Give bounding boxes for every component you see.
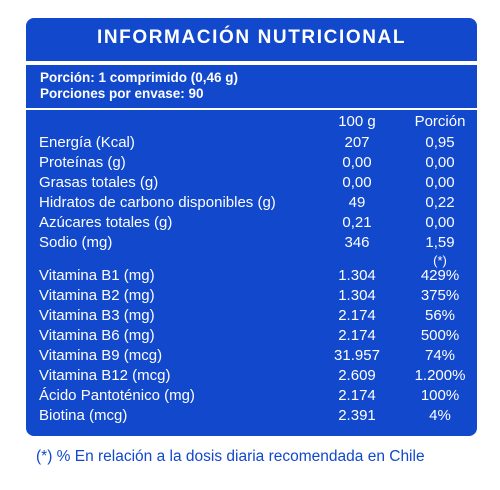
vitamin-row: Vitamina B1 (mg) 1.304 429% bbox=[26, 266, 477, 286]
footnote: (*) % En relación a la dosis diaria reco… bbox=[36, 448, 425, 465]
vitamin-name: Vitamina B6 (mg) bbox=[39, 327, 155, 344]
vitamin-value-portion: 500% bbox=[420, 327, 460, 344]
nutrient-value-100g: 0,00 bbox=[342, 174, 372, 191]
serving-info: Porción: 1 comprimido (0,46 g) Porciones… bbox=[40, 70, 238, 102]
portion-size: Porción: 1 comprimido (0,46 g) bbox=[40, 70, 239, 85]
vitamin-row: Biotina (mcg) 2.391 4% bbox=[26, 406, 477, 426]
nutrient-name: Proteínas (g) bbox=[39, 154, 126, 171]
vitamin-value-portion: 375% bbox=[420, 287, 460, 304]
vitamin-name: Vitamina B9 (mcg) bbox=[39, 347, 163, 364]
nutrient-name: Azúcares totales (g) bbox=[39, 214, 173, 231]
vitamin-value-100g: 2.174 bbox=[338, 327, 376, 344]
nutrient-name: Grasas totales (g) bbox=[39, 174, 159, 191]
title-bar: INFORMACIÓN NUTRICIONAL bbox=[26, 18, 477, 62]
nutrient-value-portion: 1,59 bbox=[425, 234, 455, 251]
vitamin-value-portion: 56% bbox=[424, 307, 456, 324]
vitamin-name: Ácido Pantoténico (mg) bbox=[39, 387, 195, 404]
column-header-portion: Porción bbox=[414, 113, 466, 130]
nutrient-value-portion: 0,22 bbox=[425, 194, 455, 211]
vitamin-name: Vitamina B2 (mg) bbox=[39, 287, 155, 304]
nutrient-value-portion: 0,00 bbox=[425, 174, 455, 191]
vitamin-name: Biotina (mcg) bbox=[39, 407, 128, 424]
nutrient-row: Proteínas (g) 0,00 0,00 bbox=[26, 153, 477, 173]
vitamin-value-portion: 429% bbox=[420, 267, 460, 284]
column-header-100g: 100 g bbox=[338, 113, 376, 130]
vitamin-value-100g: 2.174 bbox=[338, 387, 376, 404]
rda-marker-row: (*) bbox=[26, 251, 477, 271]
nutrient-name: Energía (Kcal) bbox=[39, 134, 135, 151]
nutrient-row: Azúcares totales (g) 0,21 0,00 bbox=[26, 213, 477, 233]
nutrient-name: Hidratos de carbono disponibles (g) bbox=[39, 194, 276, 211]
rda-marker: (*) bbox=[433, 253, 447, 268]
nutrient-value-100g: 0,00 bbox=[342, 154, 372, 171]
vitamin-name: Vitamina B1 (mg) bbox=[39, 267, 155, 284]
vitamin-name: Vitamina B3 (mg) bbox=[39, 307, 155, 324]
vitamin-value-100g: 1.304 bbox=[338, 267, 376, 284]
nutrient-value-100g: 49 bbox=[348, 194, 366, 211]
nutrient-value-portion: 0,00 bbox=[425, 214, 455, 231]
vitamin-row: Vitamina B9 (mcg) 31.957 74% bbox=[26, 346, 477, 366]
vitamin-value-100g: 2.174 bbox=[338, 307, 376, 324]
label-title: INFORMACIÓN NUTRICIONAL bbox=[96, 27, 407, 48]
nutrient-row: Grasas totales (g) 0,00 0,00 bbox=[26, 173, 477, 193]
serving-divider bbox=[26, 108, 477, 110]
nutrient-row: Sodio (mg) 346 1,59 bbox=[26, 233, 477, 253]
vitamin-value-100g: 1.304 bbox=[338, 287, 376, 304]
vitamin-value-portion: 4% bbox=[429, 407, 451, 424]
nutrient-value-100g: 346 bbox=[344, 234, 370, 251]
vitamin-value-100g: 2.391 bbox=[338, 407, 376, 424]
nutrient-value-100g: 0,21 bbox=[342, 214, 372, 231]
vitamin-row: Vitamina B3 (mg) 2.174 56% bbox=[26, 306, 477, 326]
nutrient-row: Hidratos de carbono disponibles (g) 49 0… bbox=[26, 193, 477, 213]
vitamin-row: Vitamina B6 (mg) 2.174 500% bbox=[26, 326, 477, 346]
vitamin-value-portion: 74% bbox=[424, 347, 456, 364]
nutrient-value-portion: 0,00 bbox=[425, 154, 455, 171]
portions-per-container: Porciones por envase: 90 bbox=[40, 86, 204, 101]
vitamin-value-100g: 2.609 bbox=[338, 367, 376, 384]
nutrient-row: Energía (Kcal) 207 0,95 bbox=[26, 133, 477, 153]
vitamin-row: Ácido Pantoténico (mg) 2.174 100% bbox=[26, 386, 477, 406]
nutrient-value-100g: 207 bbox=[344, 134, 370, 151]
column-headers: 100 g Porción bbox=[26, 112, 477, 132]
vitamin-row: Vitamina B12 (mcg) 2.609 1.200% bbox=[26, 366, 477, 386]
vitamin-row: Vitamina B2 (mg) 1.304 375% bbox=[26, 286, 477, 306]
vitamin-value-100g: 31.957 bbox=[334, 347, 380, 364]
nutrient-name: Sodio (mg) bbox=[39, 234, 113, 251]
nutrient-value-portion: 0,95 bbox=[425, 134, 455, 151]
vitamin-value-portion: 100% bbox=[420, 387, 460, 404]
vitamin-value-portion: 1.200% bbox=[414, 367, 466, 384]
title-divider bbox=[26, 61, 477, 65]
nutrition-label: INFORMACIÓN NUTRICIONAL Porción: 1 compr… bbox=[26, 18, 477, 436]
vitamin-name: Vitamina B12 (mcg) bbox=[39, 367, 171, 384]
